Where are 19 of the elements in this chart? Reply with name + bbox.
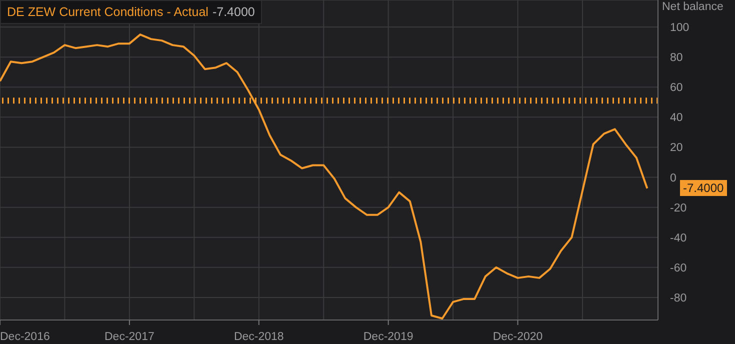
x-tick-label: Dec-2016 — [0, 331, 50, 343]
y-tick-label: 20 — [670, 142, 683, 154]
y-tick-label: -80 — [670, 292, 687, 304]
x-tick-label: Dec-2020 — [492, 331, 543, 343]
y-tick-label: -40 — [670, 232, 687, 244]
y-tick-label: -60 — [670, 262, 687, 274]
y-tick-label: -20 — [670, 202, 687, 214]
y-axis-title: Net balance — [662, 0, 724, 14]
annotation: -7.4000 — [212, 5, 255, 19]
y-tick-label: 40 — [670, 112, 683, 124]
x-tick-label: Dec-2018 — [234, 331, 284, 343]
x-tick-label: Dec-2017 — [104, 331, 154, 343]
x-tick-label: Dec-2019 — [363, 331, 414, 343]
annotation: -7.4000 — [680, 180, 727, 196]
text: DE ZEW Current Conditions - Actual — [7, 5, 208, 19]
y-tick-label: 80 — [670, 52, 683, 64]
y-tick-label: 0 — [670, 172, 676, 184]
y-tick-label: 60 — [670, 82, 683, 94]
y-tick-label: 100 — [670, 22, 690, 34]
